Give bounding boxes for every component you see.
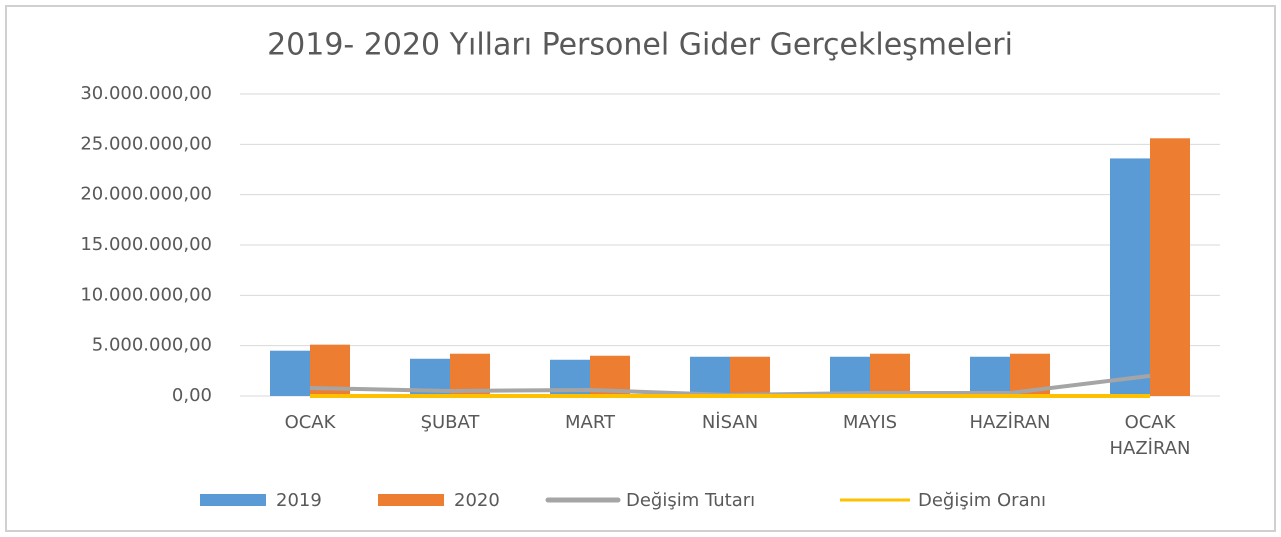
bar: [870, 353, 910, 396]
legend-label: Değişim Oranı: [918, 490, 1046, 511]
y-tick-label: 10.000.000,00: [80, 284, 212, 305]
legend-swatch: [378, 494, 444, 506]
x-tick-label: MART: [564, 412, 616, 433]
legend-label: Değişim Tutarı: [626, 490, 755, 511]
y-tick-label: 20.000.000,00: [80, 184, 212, 205]
y-tick-label: 15.000.000,00: [80, 234, 212, 255]
bar: [730, 356, 770, 396]
x-tick-label: OCAK: [284, 412, 336, 433]
bar: [1150, 138, 1190, 396]
x-tick-label: MAYIS: [842, 412, 898, 433]
x-tick-label: OCAK HAZİRAN: [1109, 412, 1191, 459]
x-tick-label: HAZİRAN: [969, 412, 1051, 433]
legend-swatch: [200, 494, 266, 506]
bar: [690, 356, 730, 396]
y-tick-label: 30.000.000,00: [80, 83, 212, 104]
x-tick-label: ŞUBAT: [420, 412, 480, 433]
bar: [830, 356, 870, 396]
bar: [1110, 158, 1150, 396]
y-tick-label: 5.000.000,00: [92, 335, 212, 356]
legend-label: 2020: [454, 490, 500, 511]
y-tick-label: 25.000.000,00: [80, 133, 212, 154]
x-tick-label: NİSAN: [701, 412, 759, 433]
legend-label: 2019: [276, 490, 322, 511]
chart-title: 2019- 2020 Yılları Personel Gider Gerçek…: [267, 28, 1013, 63]
bar: [270, 350, 310, 396]
bar: [970, 356, 1010, 396]
y-tick-label: 0,00: [172, 385, 212, 406]
